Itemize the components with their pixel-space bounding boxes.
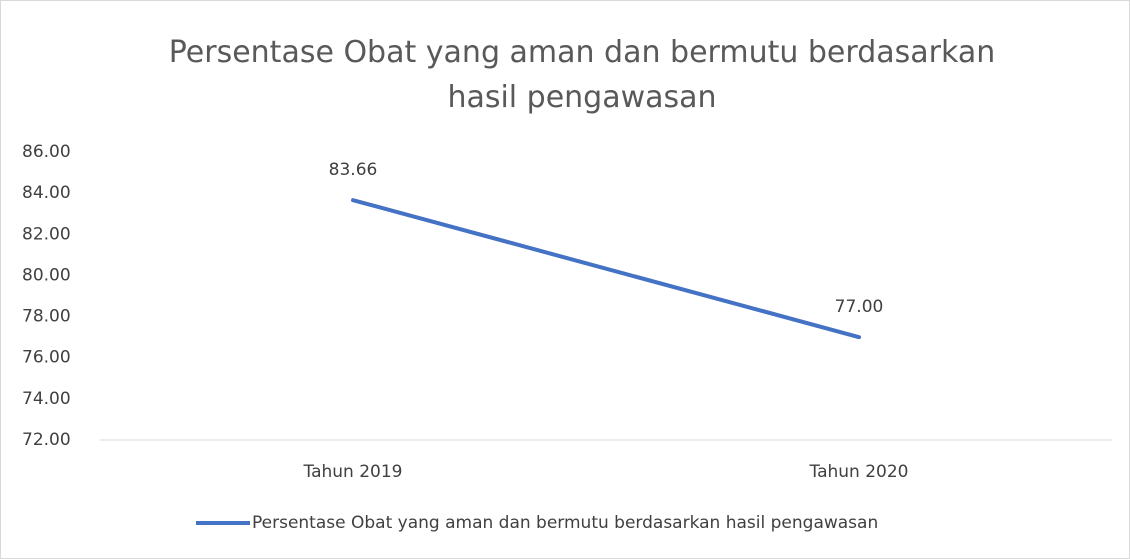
y-tick-label: 84.00	[22, 183, 71, 203]
x-tick-label: Tahun 2020	[809, 462, 909, 482]
y-tick-label: 86.00	[22, 142, 71, 162]
legend-label: Persentase Obat yang aman dan bermutu be…	[252, 513, 878, 533]
x-tick-label: Tahun 2019	[303, 462, 403, 482]
y-tick-label: 82.00	[22, 224, 71, 244]
y-tick-label: 78.00	[22, 307, 71, 327]
y-tick-label: 76.00	[22, 348, 71, 368]
y-tick-label: 72.00	[22, 430, 71, 450]
data-label: 83.66	[329, 160, 378, 180]
data-label: 77.00	[835, 297, 884, 317]
chart-title: Persentase Obat yang aman dan bermutu be…	[168, 35, 996, 115]
y-tick-label: 74.00	[22, 389, 71, 409]
series-line	[351, 198, 861, 340]
y-tick-label: 80.00	[22, 265, 71, 285]
